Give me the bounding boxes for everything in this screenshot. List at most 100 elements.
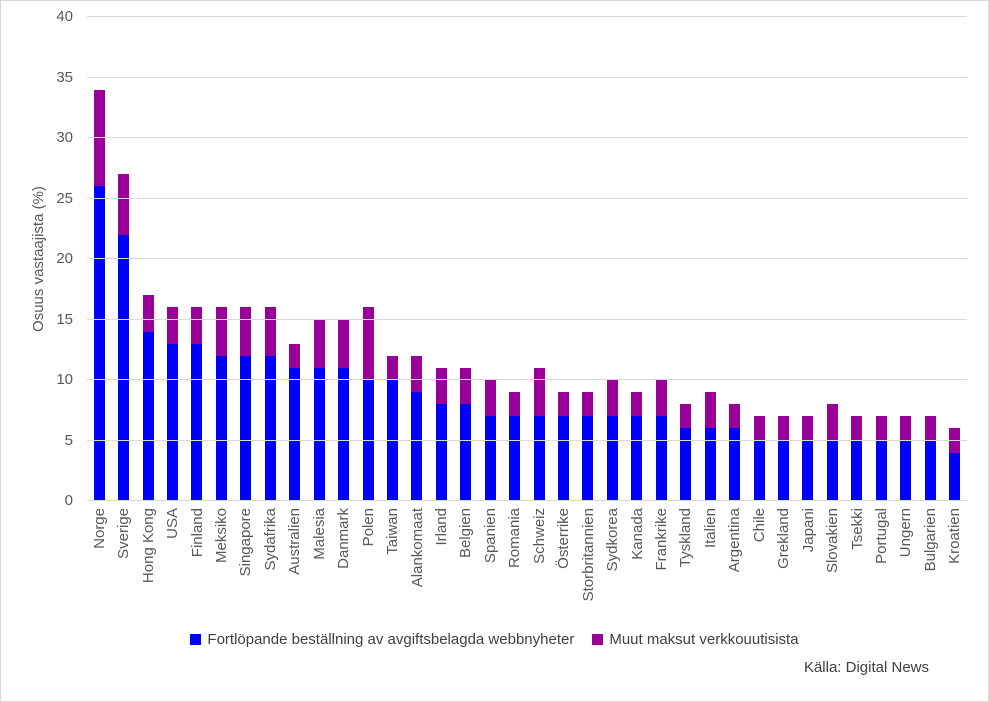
bar-segment — [167, 307, 179, 344]
bar-segment — [777, 440, 789, 501]
bar-segment — [191, 307, 203, 344]
bar-slot — [576, 17, 600, 501]
y-tick-label: 15 — [56, 310, 73, 328]
y-tick-label: 20 — [56, 250, 73, 267]
bar-stack — [411, 355, 423, 501]
x-category-label: Danmark — [335, 508, 353, 569]
bar-slot — [551, 17, 575, 501]
bar-slot — [698, 17, 722, 501]
gridline — [87, 76, 967, 78]
bar-segment — [729, 428, 741, 501]
bar-slot — [478, 17, 502, 501]
x-category-label: Ungern — [897, 508, 915, 558]
bar-segment — [924, 440, 936, 501]
x-category-label: Grekland — [775, 508, 793, 569]
bar-slot — [869, 17, 893, 501]
bars-container — [87, 17, 967, 501]
bar-stack — [655, 380, 667, 501]
bar-segment — [826, 404, 838, 441]
bar-segment — [240, 355, 252, 501]
bar-stack — [924, 416, 936, 501]
bar-segment — [655, 380, 667, 417]
bar-slot — [234, 17, 258, 501]
gridline — [87, 318, 967, 320]
y-tick-label: 10 — [56, 371, 73, 388]
bar-segment — [582, 416, 594, 501]
bar-stack — [435, 367, 447, 501]
bar-segment — [460, 367, 472, 405]
bar-slot — [185, 17, 209, 501]
bar-segment — [264, 355, 276, 501]
bar-stack — [167, 307, 179, 501]
legend-swatch-purple-icon — [592, 634, 604, 645]
bar-segment — [533, 367, 545, 417]
gridline — [87, 137, 967, 138]
gridline — [87, 500, 967, 501]
x-category-label: Bulgarien — [921, 508, 939, 572]
bar-segment — [215, 307, 227, 356]
bar-segment — [118, 234, 130, 501]
bar-segment — [680, 404, 692, 429]
x-category-label: Japani — [799, 508, 817, 553]
bar-stack — [582, 392, 594, 501]
bar-stack — [362, 307, 374, 501]
bar-stack — [118, 174, 130, 501]
x-category-label: Taiwan — [384, 508, 402, 555]
bar-segment — [338, 319, 350, 368]
bar-segment — [949, 452, 961, 501]
bar-slot — [600, 17, 624, 501]
bar-segment — [631, 392, 643, 417]
x-category-label: Kanada — [628, 508, 646, 560]
bar-segment — [167, 343, 179, 501]
bar-slot — [111, 17, 135, 501]
bar-segment — [93, 186, 105, 501]
bar-segment — [362, 380, 374, 501]
bar-slot — [649, 17, 673, 501]
bar-segment — [435, 404, 447, 501]
bar-segment — [435, 367, 447, 405]
legend-item-other-payments: Muut maksut verkkouutisista — [592, 631, 799, 648]
plot-area — [87, 16, 967, 501]
bar-stack — [753, 416, 765, 501]
bar-segment — [484, 380, 496, 417]
bar-segment — [900, 440, 912, 501]
legend: Fortlöpande beställning av avgiftsbelagd… — [1, 631, 988, 648]
x-category-label: Singapore — [237, 508, 255, 577]
bar-slot — [747, 17, 771, 501]
bar-slot — [918, 17, 942, 501]
bar-slot — [942, 17, 966, 501]
bar-segment — [362, 307, 374, 380]
y-tick-label: 5 — [64, 431, 73, 449]
bar-stack — [533, 367, 545, 501]
gridline — [87, 197, 967, 199]
bar-slot — [405, 17, 429, 501]
x-category-label: Sydafrika — [261, 508, 279, 571]
bar-stack — [460, 367, 472, 501]
x-category-label: Slovakien — [824, 508, 842, 574]
bar-stack — [875, 416, 887, 501]
bar-segment — [313, 367, 325, 501]
bar-segment — [631, 416, 643, 501]
bar-slot — [356, 17, 380, 501]
bar-stack — [851, 416, 863, 501]
bar-stack — [93, 89, 105, 501]
bar-stack — [240, 307, 252, 501]
bar-segment — [753, 440, 765, 501]
bar-segment — [411, 355, 423, 393]
gridline — [87, 439, 967, 441]
bar-segment — [704, 392, 716, 429]
bar-stack — [264, 307, 276, 501]
x-category-label: Australien — [286, 508, 304, 575]
x-category-label: Chile — [750, 508, 768, 543]
bar-segment — [118, 174, 130, 235]
bar-segment — [240, 307, 252, 356]
bar-segment — [558, 416, 570, 501]
bar-stack — [509, 392, 521, 501]
bar-segment — [606, 380, 618, 417]
bar-slot — [796, 17, 820, 501]
bar-stack — [900, 416, 912, 501]
bar-stack — [704, 392, 716, 501]
bar-stack — [729, 404, 741, 501]
bar-stack — [949, 428, 961, 501]
